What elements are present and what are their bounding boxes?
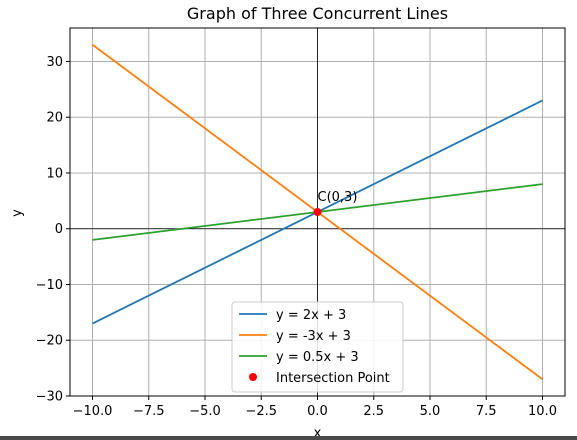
legend-label-3: y = 0.5x + 3 — [276, 350, 359, 365]
points-layer: C(0,3) — [313, 190, 358, 216]
window-bottom-edge — [0, 436, 577, 440]
x-axis-label: x — [314, 426, 322, 436]
intersection-point-label: C(0,3) — [318, 190, 358, 205]
x-tick-label: −10.0 — [73, 404, 113, 419]
y-tick-label: 10 — [46, 166, 63, 181]
y-ticks: −30 −20 −10 0 10 20 30 — [36, 55, 70, 405]
x-tick-label: −7.5 — [133, 404, 165, 419]
y-tick-label: 30 — [46, 55, 63, 70]
intersection-point-marker — [313, 208, 322, 216]
legend-box — [231, 301, 404, 393]
y-tick-label: −20 — [36, 334, 63, 349]
y-tick-label: 20 — [46, 111, 63, 126]
legend-label-2: y = -3x + 3 — [276, 329, 351, 344]
y-tick-label: −30 — [36, 390, 63, 405]
y-tick-label: −10 — [36, 278, 63, 293]
x-tick-label: 2.5 — [363, 404, 384, 419]
legend: y = 2x + 3 y = -3x + 3 y = 0.5x + 3 Interse… — [231, 301, 404, 393]
x-tick-label: 0.0 — [307, 404, 328, 419]
x-tick-label: 5.0 — [420, 404, 441, 419]
x-tick-label: −5.0 — [189, 404, 221, 419]
y-tick-label: 0 — [55, 222, 63, 237]
chart-title: Graph of Three Concurrent Lines — [187, 4, 448, 23]
x-tick-label: 7.5 — [476, 404, 497, 419]
x-tick-label: 10.0 — [528, 404, 557, 419]
legend-label-1: y = 2x + 3 — [276, 308, 346, 323]
legend-label-point: Intersection Point — [276, 371, 390, 386]
x-tick-label: −2.5 — [245, 404, 277, 419]
y-axis-label: y — [10, 209, 25, 217]
legend-swatch-point — [249, 373, 257, 381]
x-ticks: −10.0 −7.5 −5.0 −2.5 0.0 2.5 5.0 7.5 10.0 — [73, 396, 557, 419]
